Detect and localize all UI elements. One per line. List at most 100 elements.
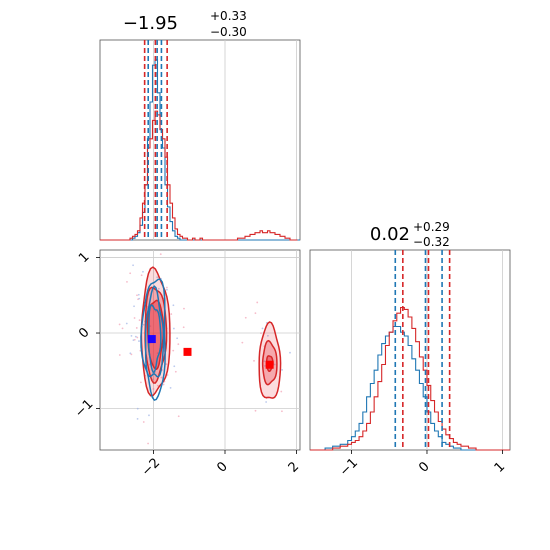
joint-y-tick-label: 0 (76, 325, 92, 341)
marginal-y-frame (309, 249, 511, 451)
joint-marker (265, 360, 274, 369)
joint-x-ticks: −2 0 2 (139, 450, 302, 480)
joint-sample-point (172, 304, 175, 307)
marginal-y-histograms (310, 306, 510, 451)
joint-sample-point (138, 319, 141, 322)
joint-sample-point (174, 370, 177, 373)
joint-sample-point (244, 316, 247, 319)
joint-sample-point (133, 338, 136, 341)
joint-sample-point (147, 442, 149, 445)
joint-sample-point (138, 297, 141, 300)
marginal-y-x-tick-label: 1 (492, 459, 508, 475)
joint-sample-point (118, 354, 121, 356)
joint-y-ticks: −1 0 1 (72, 250, 100, 421)
joint-sample-point (162, 383, 165, 386)
joint-sample-point (140, 274, 143, 277)
joint-markers (147, 335, 274, 369)
joint-marker (147, 335, 156, 344)
marginal-x-title-minus: −0.30 (210, 25, 247, 39)
marginal-x-histogram-blue (100, 59, 300, 241)
joint-sample-point (254, 312, 257, 315)
marginal-y-grid (351, 250, 503, 450)
joint-sample-point (281, 368, 284, 371)
joint-sample-point (136, 417, 139, 420)
joint-sample-point (136, 407, 139, 410)
joint-sample-point (165, 286, 168, 289)
marginal-y-title-minus: −0.32 (413, 235, 450, 249)
joint-sample-point (133, 317, 136, 319)
marginal-y-x-ticks: −1 0 1 (337, 450, 508, 480)
joint-sample-point (126, 280, 128, 283)
marginal-x-title-plus: +0.33 (210, 9, 247, 23)
joint-sample-point (136, 294, 138, 297)
joint-sample-point (137, 293, 140, 296)
joint-marker (183, 347, 192, 356)
joint-sample-point (166, 374, 169, 376)
joint-sample-point (261, 327, 264, 330)
joint-sample-point (142, 323, 145, 326)
joint-sample-point (129, 272, 132, 275)
joint-sample-point (169, 386, 172, 389)
marginal-y-x-tick-label: −1 (337, 455, 361, 479)
joint-sample-point (173, 365, 176, 368)
joint-sample-point (289, 351, 291, 354)
joint-sample-point (148, 414, 150, 417)
joint-x-tick-label: 2 (286, 459, 302, 475)
joint-sample-point (142, 270, 144, 273)
joint-contour-red-line (258, 321, 282, 399)
joint-sample-point (182, 326, 185, 329)
joint-sample-point (172, 349, 175, 352)
joint-sample-point (142, 421, 145, 423)
marginal-y-quantiles (394, 250, 451, 450)
joint-sample-point (152, 378, 155, 381)
joint-sample-point (177, 415, 180, 418)
joint-sample-point (183, 307, 185, 310)
joint-y-tick-label: −1 (72, 397, 96, 421)
joint-sample-point (260, 332, 262, 335)
joint-x-tick-label: 0 (214, 459, 230, 475)
joint-x-tick-label: −2 (139, 455, 163, 479)
joint-sample-point (267, 334, 269, 337)
marginal-y-title-median: 0.02 (370, 224, 410, 245)
joint-sample-point (159, 253, 162, 256)
joint-sample-point (130, 335, 133, 337)
marginal-x-histograms (100, 59, 300, 241)
joint-panel: −2 0 2 −1 0 1 (72, 249, 302, 480)
joint-sample-point (132, 264, 134, 267)
joint-sample-point (176, 337, 179, 340)
joint-sample-point (166, 288, 168, 291)
joint-sample-point (130, 353, 133, 356)
joint-sample-point (170, 313, 173, 315)
joint-frame (99, 249, 301, 451)
joint-sample-point (172, 327, 175, 330)
joint-sample-point (254, 409, 257, 412)
joint-sample-point (281, 410, 283, 413)
joint-sample-point (152, 388, 155, 390)
joint-sample-point (280, 390, 283, 393)
joint-sample-point (140, 381, 142, 384)
marginal-x-frame (99, 39, 301, 241)
joint-sample-point (263, 360, 266, 363)
marginal-x-histogram-red (100, 110, 298, 241)
joint-sample-point (273, 363, 276, 366)
marginal-y-histogram-blue (310, 325, 510, 451)
marginal-y-x-tick-label: 0 (416, 459, 432, 475)
joint-sample-point (134, 335, 137, 338)
joint-sample-point (253, 359, 255, 362)
joint-sample-point (135, 327, 138, 329)
joint-sample-point (265, 401, 268, 403)
joint-contour-blue-line (144, 285, 165, 378)
joint-sample-point (118, 323, 121, 326)
marginal-x-title: −1.95 +0.33 −0.30 (123, 9, 247, 39)
marginal-y-histogram-red (310, 306, 510, 451)
marginal-y-panel: −1 0 1 0.02 +0.29 −0.32 (309, 220, 511, 480)
joint-sample-point (125, 322, 128, 325)
marginal-y-title: 0.02 +0.29 −0.32 (370, 220, 450, 249)
marginal-x-grid (153, 40, 297, 240)
joint-sample-point (264, 365, 266, 367)
joint-sample-point (241, 341, 244, 344)
marginal-y-title-plus: +0.29 (413, 220, 450, 234)
joint-sample-point (121, 327, 124, 330)
joint-sample-point (156, 384, 159, 387)
